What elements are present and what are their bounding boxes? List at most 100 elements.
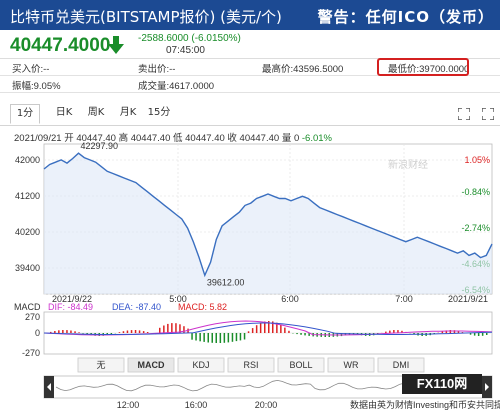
macd-dea: DEA: -87.40 (112, 302, 161, 312)
indicator-tab-label[interactable]: WR (344, 360, 359, 370)
macd-bar (473, 333, 476, 336)
sina-watermark: 新浪财经 (388, 158, 428, 171)
macd-bar (393, 330, 395, 333)
macd-bar (142, 331, 145, 333)
low-price-highlight (377, 58, 469, 76)
high-price: 最高价:43596.5000 (262, 64, 344, 75)
macd-bar (134, 330, 137, 333)
y-tick-label: 40200 (15, 227, 40, 237)
macd-bar (215, 333, 217, 343)
macd-dif: DIF: -84.49 (48, 302, 93, 312)
macd-bar (179, 324, 181, 333)
macd-bar (385, 331, 387, 333)
price-area (44, 153, 492, 294)
page-title: 比特币兑美元(BITSTAMP报价) (美元/个) (10, 8, 282, 26)
tab-15min[interactable]: 15分 (147, 107, 171, 118)
price-change: -2588.6000 (-6.0150%) (138, 33, 241, 44)
tab-monthly-k[interactable]: 月K (119, 107, 137, 118)
macd-bar (231, 333, 234, 342)
macd-bar (457, 330, 460, 333)
macd-bar (146, 332, 149, 333)
footer-source: 数据由英为财情Investing和币安共同提供 (350, 399, 500, 410)
expand-icon[interactable] (482, 108, 494, 120)
x-tick-label: 5:00 (169, 294, 187, 304)
y-pct-tick-label: -0.84% (461, 187, 490, 197)
ohlc-high: 高 40447.40 (118, 133, 171, 144)
macd-bar (272, 321, 274, 333)
amplitude: 振幅:9.05% (12, 81, 61, 92)
fx110-watermark: FX110网 (402, 374, 482, 394)
tab-weekly-k[interactable]: 周K (87, 107, 105, 118)
macd-bar (243, 333, 246, 340)
ohlc-pct: -6.01% (301, 133, 332, 144)
macd-bar (138, 330, 141, 333)
macd-bar (126, 330, 129, 333)
indicator-tab-label[interactable]: KDJ (192, 360, 209, 370)
sell-price: 卖出价:-- (138, 64, 176, 75)
macd-bar (445, 330, 448, 333)
macd-bar (167, 323, 169, 333)
macd-bar (389, 330, 391, 333)
macd-bar (441, 331, 444, 333)
current-price: 40447.4000 (10, 35, 111, 56)
indicator-tab-label[interactable]: BOLL (289, 360, 312, 370)
macd-bar (86, 333, 88, 335)
macd-bar (58, 330, 60, 333)
macd-bar (191, 333, 193, 340)
chevron-left-icon (47, 383, 51, 391)
macd-y-tick-label: 0 (35, 328, 40, 338)
macd-bar (183, 326, 185, 333)
fullscreen-icon[interactable] (458, 108, 470, 120)
tab-daily-k[interactable]: 日K (55, 107, 73, 118)
indicator-tab (177, 357, 225, 373)
max-annotation: 42297.90 (80, 141, 118, 151)
macd-bar (344, 333, 347, 336)
macd-y-tick-label: 270 (25, 312, 40, 322)
page-header: 比特币兑美元(BITSTAMP报价) (美元/个) 警告：任何ICO（发币） (0, 0, 500, 30)
chart-annotations: 42297.90 39612.00 (80, 141, 244, 287)
macd-bar (296, 333, 298, 335)
navigator-tick-label: 12:00 (117, 400, 140, 410)
info-row: 振幅:9.05% 成交量:4617.0000 (0, 76, 500, 93)
y-pct-tick-label: -2.74% (461, 223, 490, 233)
indicator-tab-label[interactable]: MACD (138, 360, 165, 370)
macd-bar (401, 330, 403, 333)
tab-1min[interactable]: 1分 (10, 104, 40, 124)
indicator-tab-label[interactable]: 无 (96, 360, 105, 370)
indicator-tab (277, 357, 325, 373)
x-start-label: 2021/9/22 (52, 294, 92, 304)
macd-bar (255, 325, 258, 333)
price-line (43, 152, 493, 278)
macd-bar (264, 321, 266, 333)
macd-bar (62, 330, 64, 333)
macd-bar (74, 331, 76, 333)
x-axis-ticks: 5:00 6:00 7:00 (169, 294, 413, 304)
macd-bar (453, 330, 456, 333)
macd-bar (54, 331, 56, 333)
macd-bar (300, 333, 302, 335)
macd-bar (227, 333, 230, 343)
x-tick-label: 6:00 (281, 294, 299, 304)
macd-bar (276, 322, 278, 333)
y-tick-label: 39400 (15, 263, 40, 273)
macd-bar (130, 330, 133, 333)
macd-y-tick-label: -270 (22, 348, 40, 358)
macd-bar (118, 332, 121, 333)
ohlc-readout: 2021/09/21 开 40447.40 高 40447.40 低 40447… (14, 130, 332, 144)
macd-bar (251, 328, 254, 333)
macd-bar (203, 333, 205, 342)
macd-bar (219, 333, 222, 343)
macd-bar (469, 333, 472, 335)
indicator-tab-label[interactable]: RSI (243, 360, 258, 370)
macd-bar (280, 324, 282, 333)
indicator-tab (127, 357, 175, 373)
chevron-right-icon (485, 383, 489, 391)
ohlc-close: 收 40447.40 (227, 133, 280, 144)
macd-bar (259, 323, 262, 333)
macd-bar (207, 333, 209, 343)
macd-bar (461, 332, 464, 333)
macd-bar (308, 333, 310, 336)
macd-dea-line (43, 322, 493, 335)
indicator-tab-label[interactable]: DMI (393, 360, 410, 370)
